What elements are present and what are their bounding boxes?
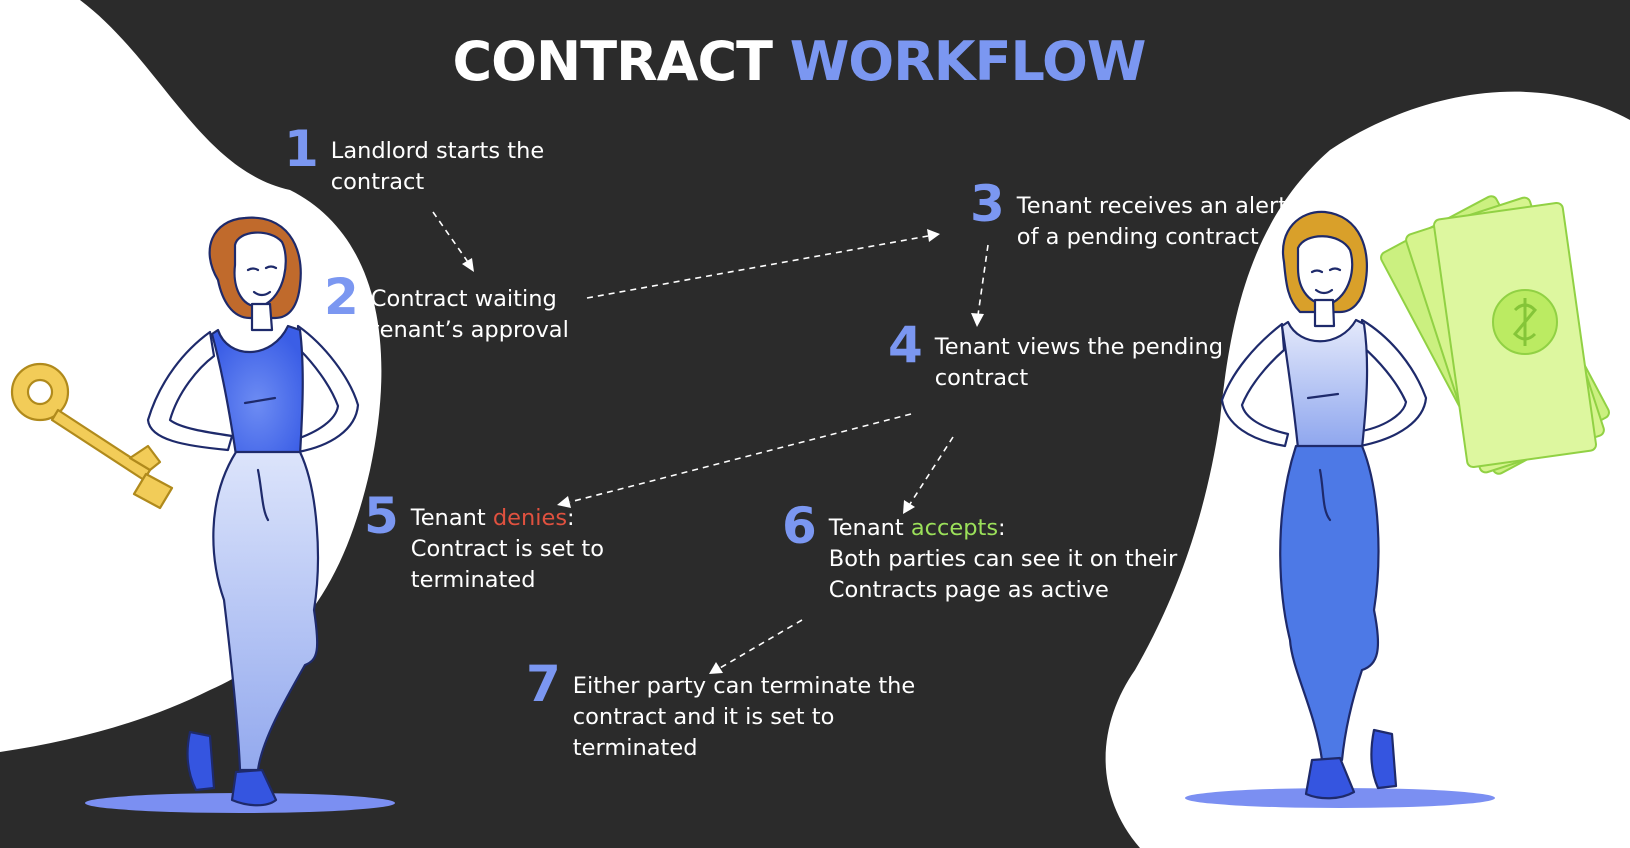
step-number: 6 [782, 497, 817, 555]
step-number: 4 [888, 316, 923, 374]
step-line: contract [330, 169, 425, 195]
title-main: CONTRACT [452, 30, 773, 93]
arrow-3-to-4 [971, 244, 989, 327]
step-suffix: : [567, 505, 575, 531]
step-suffix: : [998, 515, 1006, 541]
step-prefix: Tenant [410, 505, 493, 531]
step-6: 6 Tenant accepts: Both parties can see i… [782, 497, 1178, 606]
step-text: Either party can terminate the contract … [573, 661, 915, 764]
step-prefix: Tenant [828, 515, 911, 541]
step-2: 2 Contract waiting tenant’s approval [324, 268, 569, 346]
workflow-arrows [432, 211, 989, 674]
step-text: Landlord starts the contract [331, 126, 544, 198]
arrow-6-to-7 [709, 619, 803, 674]
page-title: CONTRACT WORKFLOW [0, 30, 1598, 93]
step-text: Tenant receives an alert of a pending co… [1017, 181, 1287, 253]
step-line: Landlord starts the [330, 138, 545, 164]
step-line: Contract waiting [370, 286, 557, 312]
step-5: 5 Tenant denies: Contract is set to term… [364, 487, 604, 596]
step-heading: Tenant denies: [411, 503, 604, 534]
step-line: of a pending contract [1016, 224, 1259, 250]
step-line: Both parties can see it on their [828, 546, 1178, 572]
arrow-4-to-5 [557, 413, 912, 508]
step-text: Contract waiting tenant’s approval [371, 274, 569, 346]
step-7: 7 Either party can terminate the contrac… [526, 655, 915, 764]
arrow-2-to-3 [586, 229, 940, 299]
step-line: contract and it is set to [572, 704, 835, 730]
step-number: 5 [364, 487, 399, 545]
step-line: Contract is set to [410, 536, 604, 562]
title-accent: WORKFLOW [789, 30, 1147, 93]
step-line: Tenant receives an alert [1016, 193, 1288, 219]
step-number: 3 [970, 175, 1005, 233]
step-line: contract [934, 365, 1029, 391]
step-line: Tenant views the pending [934, 334, 1224, 360]
accept-keyword: accepts [910, 515, 999, 541]
step-number: 1 [284, 120, 319, 178]
arrow-4-to-6 [903, 436, 954, 514]
step-line: terminated [572, 735, 698, 761]
step-4: 4 Tenant views the pending contract [888, 316, 1223, 394]
step-text: Tenant views the pending contract [935, 322, 1223, 394]
arrow-1-to-2 [432, 211, 474, 272]
step-line: Either party can terminate the [572, 673, 916, 699]
step-heading: Tenant accepts: [829, 513, 1178, 544]
step-number: 2 [324, 268, 359, 326]
deny-keyword: denies [492, 505, 568, 531]
step-3: 3 Tenant receives an alert of a pending … [970, 175, 1287, 253]
step-1: 1 Landlord starts the contract [284, 120, 544, 198]
money-icon [1380, 195, 1610, 475]
step-text: Tenant denies: Contract is set to termin… [411, 493, 604, 596]
step-line: Contracts page as active [828, 577, 1109, 603]
key-icon [10, 362, 174, 510]
step-line: tenant’s approval [370, 317, 569, 343]
landlord-figure [146, 216, 360, 807]
step-text: Tenant accepts: Both parties can see it … [829, 503, 1178, 606]
step-line: terminated [410, 567, 536, 593]
tenant-figure [1220, 210, 1428, 800]
step-number: 7 [526, 655, 561, 713]
